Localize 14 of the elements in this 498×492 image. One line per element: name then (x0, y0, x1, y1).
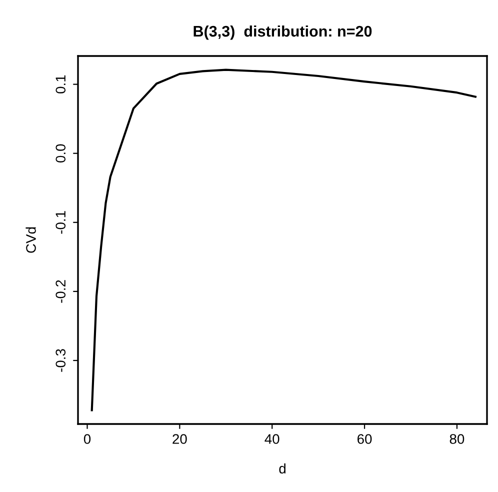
y-axis-title: CVd (26, 227, 36, 253)
y-tick-label: -0.3 (56, 349, 66, 372)
y-tick-label: -0.2 (56, 280, 66, 303)
x-tick-label: 80 (450, 434, 464, 444)
x-tick-label: 40 (264, 434, 280, 444)
y-tick-label: 0.1 (56, 75, 66, 94)
x-axis-title: d (279, 463, 286, 474)
x-tick-label: 20 (172, 434, 187, 444)
y-tick-label: -0.1 (56, 211, 66, 234)
x-tick-label: 0 (84, 434, 91, 444)
x-tick-label: 60 (358, 434, 372, 444)
y-tick-label: 0.0 (56, 144, 66, 162)
chart-title: B(3,3) distribution: n=20 (194, 25, 372, 40)
line-series (90, 68, 476, 412)
